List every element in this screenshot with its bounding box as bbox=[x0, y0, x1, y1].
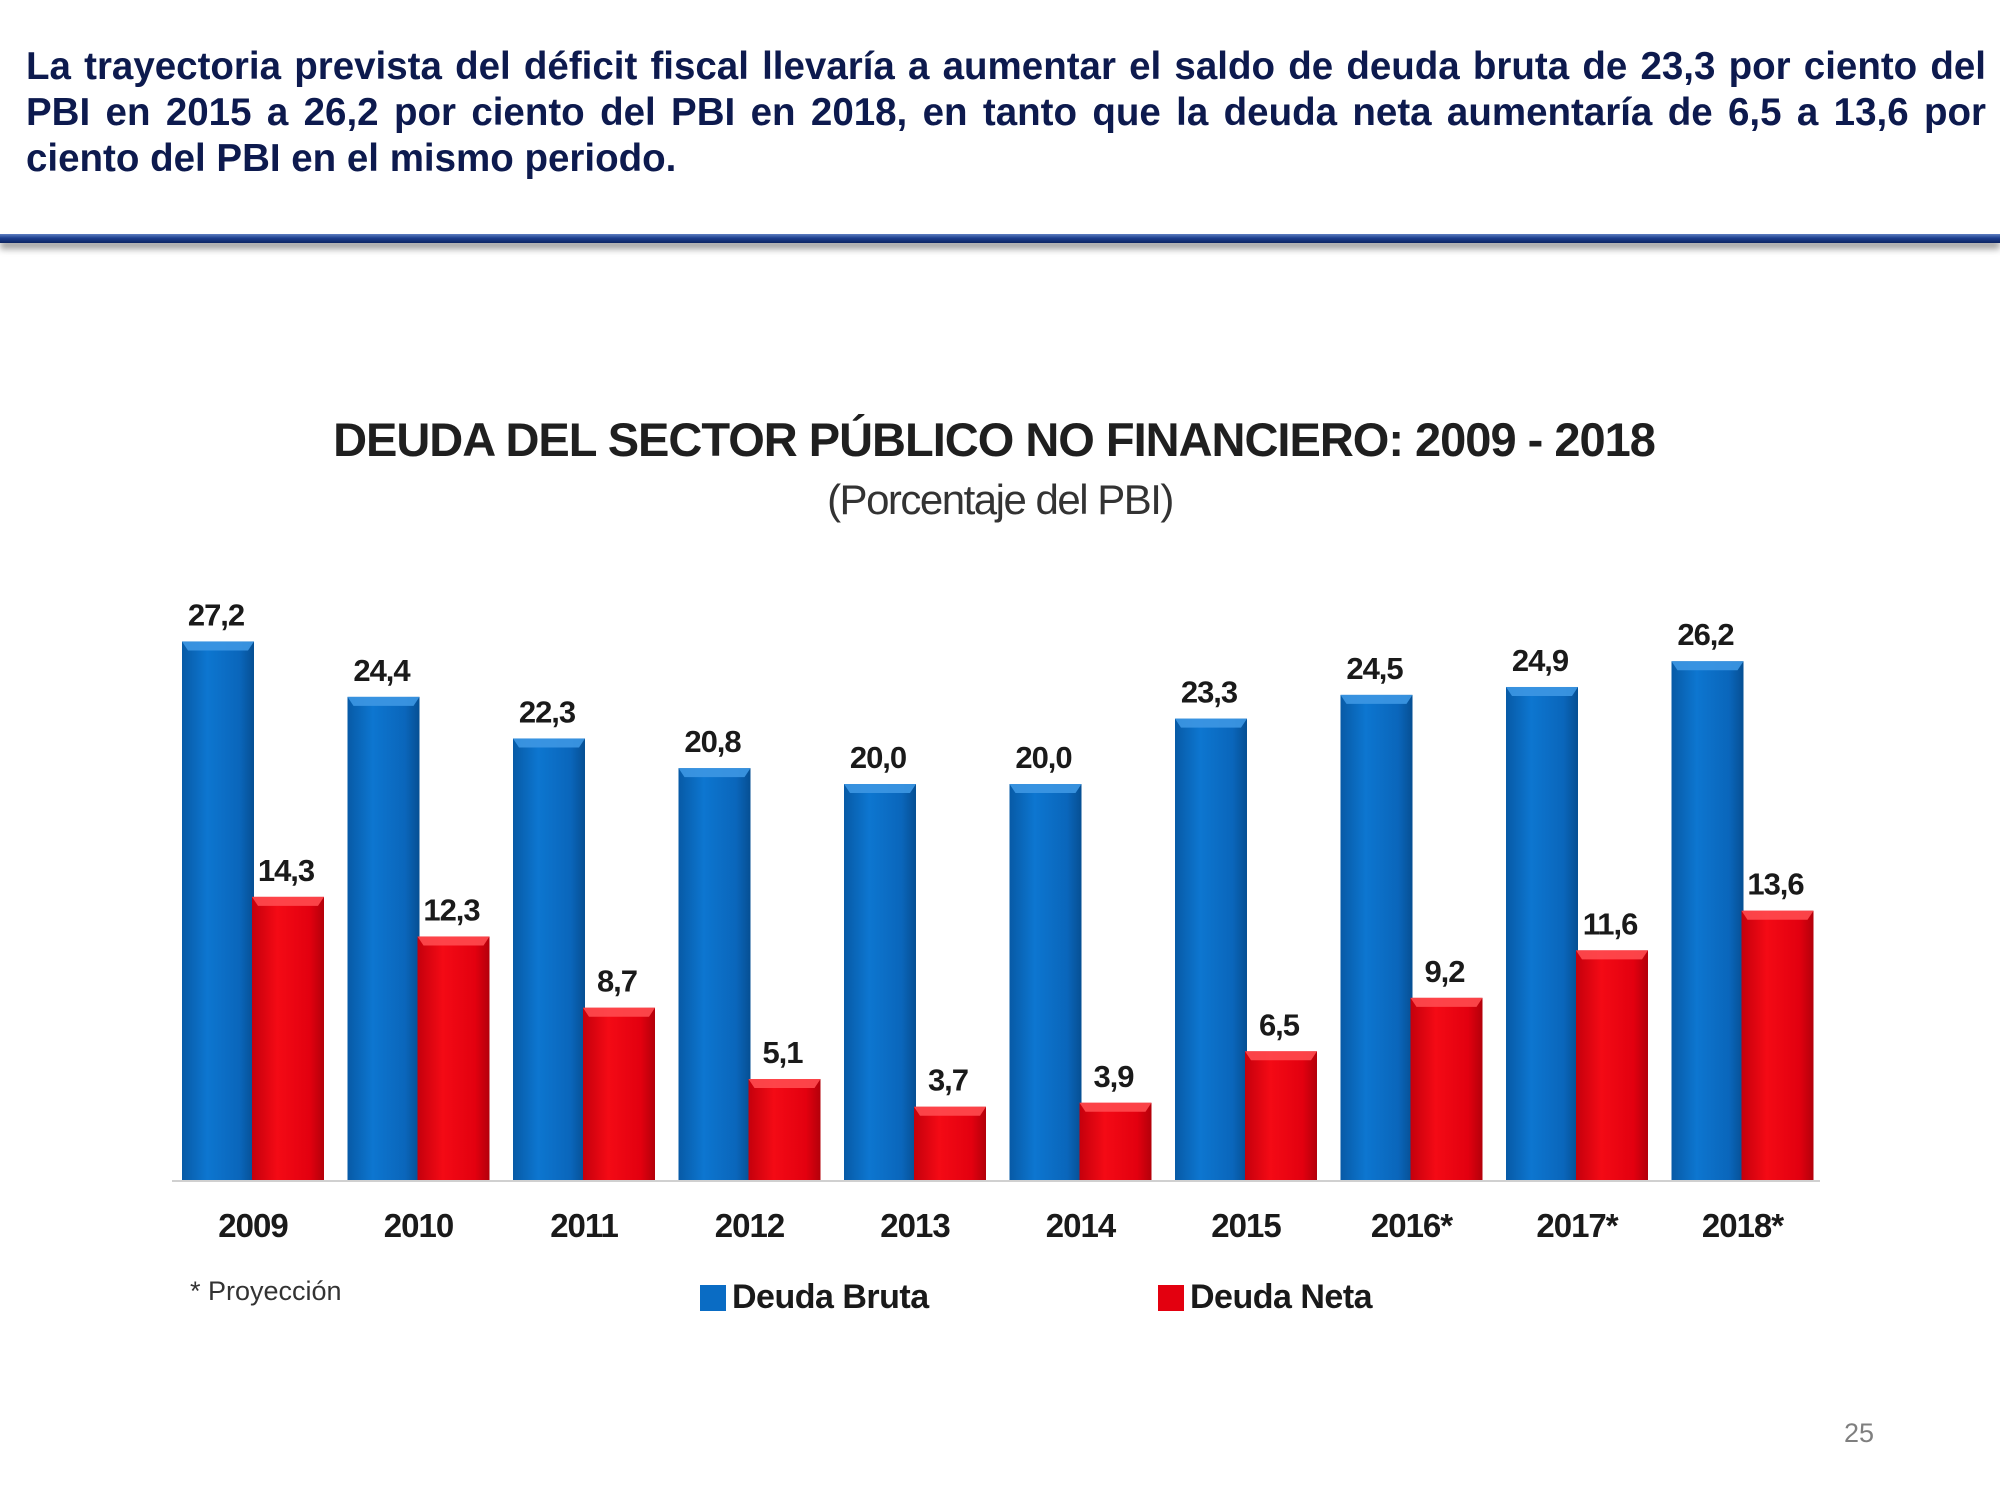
bar-cap-net-2016 bbox=[1410, 997, 1483, 1007]
legend-label-gross-debt: Deuda Bruta bbox=[732, 1278, 929, 1316]
bar-cap-gross-2014 bbox=[1009, 784, 1082, 793]
bar-gross-2012 bbox=[678, 768, 751, 1180]
legend-item-net-debt: Deuda Neta bbox=[1158, 1278, 1373, 1317]
data-label-gross-2018: 26,2 bbox=[1677, 617, 1733, 652]
bar-cap-net-2009 bbox=[252, 896, 324, 906]
bar-cap-gross-2010 bbox=[347, 696, 420, 706]
bar-net-2011 bbox=[583, 1007, 655, 1180]
bar-cap-gross-2017 bbox=[1506, 686, 1578, 696]
bar-net-2010 bbox=[417, 936, 490, 1180]
bar-cap-net-2012 bbox=[748, 1079, 821, 1089]
bar-gross-2018 bbox=[1671, 661, 1744, 1180]
bar-gross-2016 bbox=[1340, 694, 1413, 1180]
legend-label-net-debt: Deuda Neta bbox=[1190, 1278, 1373, 1316]
bar-net-2015 bbox=[1245, 1051, 1317, 1180]
bar-cap-net-2015 bbox=[1245, 1051, 1317, 1061]
x-tick-label-2017: 2017* bbox=[1536, 1207, 1618, 1244]
chart-subtitle: (Porcentaje del PBI) bbox=[827, 476, 1174, 523]
bar-cap-gross-2012 bbox=[678, 768, 751, 778]
slide-headline: La trayectoria prevista del déficit fisc… bbox=[26, 45, 1986, 180]
x-tick-label-2012: 2012 bbox=[715, 1207, 785, 1244]
bar-net-2013 bbox=[914, 1106, 986, 1180]
legend-swatch-gross-debt bbox=[700, 1284, 726, 1311]
data-label-net-2016: 9,2 bbox=[1424, 954, 1464, 989]
projection-footnote: * Proyección bbox=[190, 1276, 342, 1306]
x-tick-label-2009: 2009 bbox=[218, 1207, 288, 1244]
data-label-net-2017: 11,6 bbox=[1583, 906, 1638, 941]
data-label-gross-2015: 23,3 bbox=[1181, 675, 1238, 710]
x-tick-label-2014: 2014 bbox=[1046, 1207, 1117, 1244]
data-label-net-2015: 6,5 bbox=[1259, 1007, 1300, 1042]
data-label-gross-2014: 20,0 bbox=[1015, 740, 1071, 775]
data-label-net-2012: 5,1 bbox=[762, 1035, 803, 1070]
data-label-net-2018: 13,6 bbox=[1747, 867, 1804, 902]
legend-item-gross-debt: Deuda Bruta bbox=[700, 1278, 929, 1317]
x-tick-label-2015: 2015 bbox=[1211, 1207, 1281, 1244]
bar-net-2016 bbox=[1410, 997, 1483, 1180]
data-label-gross-2016: 24,5 bbox=[1346, 651, 1403, 686]
bar-cap-gross-2016 bbox=[1340, 694, 1413, 704]
bar-cap-net-2013 bbox=[914, 1106, 986, 1116]
x-tick-label-2018: 2018* bbox=[1702, 1207, 1784, 1244]
bar-gross-2010 bbox=[347, 696, 420, 1180]
data-label-gross-2017: 24,9 bbox=[1512, 643, 1569, 678]
bar-net-2009 bbox=[252, 896, 324, 1180]
data-label-gross-2009: 27,2 bbox=[188, 597, 244, 632]
data-label-net-2009: 14,3 bbox=[258, 853, 315, 888]
data-label-net-2013: 3,7 bbox=[928, 1063, 968, 1098]
bar-gross-2013 bbox=[844, 784, 916, 1180]
bar-net-2017 bbox=[1576, 950, 1648, 1180]
bar-gross-2015 bbox=[1175, 718, 1247, 1180]
bar-cap-gross-2013 bbox=[844, 784, 916, 793]
bar-gross-2009 bbox=[182, 641, 254, 1180]
bar-cap-net-2018 bbox=[1741, 910, 1814, 920]
data-label-net-2011: 8,7 bbox=[597, 964, 637, 999]
data-label-gross-2010: 24,4 bbox=[353, 653, 411, 688]
bar-net-2014 bbox=[1079, 1102, 1152, 1180]
data-label-gross-2013: 20,0 bbox=[850, 740, 906, 775]
bar-cap-gross-2009 bbox=[182, 641, 254, 651]
data-label-gross-2012: 20,8 bbox=[684, 724, 741, 759]
bar-cap-net-2014 bbox=[1079, 1102, 1152, 1112]
bar-gross-2017 bbox=[1506, 686, 1578, 1180]
bar-cap-gross-2018 bbox=[1671, 661, 1744, 671]
data-label-net-2010: 12,3 bbox=[423, 892, 480, 927]
bar-gross-2014 bbox=[1009, 784, 1082, 1180]
data-label-net-2014: 3,9 bbox=[1093, 1059, 1134, 1094]
x-tick-label-2010: 2010 bbox=[384, 1207, 453, 1244]
x-tick-label-2011: 2011 bbox=[550, 1207, 618, 1244]
data-label-gross-2011: 22,3 bbox=[519, 694, 576, 729]
bar-cap-net-2011 bbox=[583, 1007, 655, 1017]
chart-title: DEUDA DEL SECTOR PÚBLICO NO FINANCIERO: … bbox=[333, 413, 1656, 466]
legend-swatch-net-debt bbox=[1158, 1284, 1184, 1311]
page-number: 25 bbox=[1844, 1418, 1875, 1448]
bar-cap-net-2017 bbox=[1576, 950, 1648, 960]
x-tick-label-2016: 2016* bbox=[1371, 1207, 1453, 1244]
header-divider bbox=[0, 234, 2000, 243]
bar-gross-2011 bbox=[513, 738, 585, 1180]
bar-cap-gross-2015 bbox=[1175, 718, 1247, 728]
bar-cap-gross-2011 bbox=[513, 738, 585, 748]
bar-cap-net-2010 bbox=[417, 936, 490, 946]
bar-net-2018 bbox=[1741, 910, 1814, 1180]
x-tick-label-2013: 2013 bbox=[880, 1207, 950, 1244]
bar-net-2012 bbox=[748, 1079, 821, 1180]
